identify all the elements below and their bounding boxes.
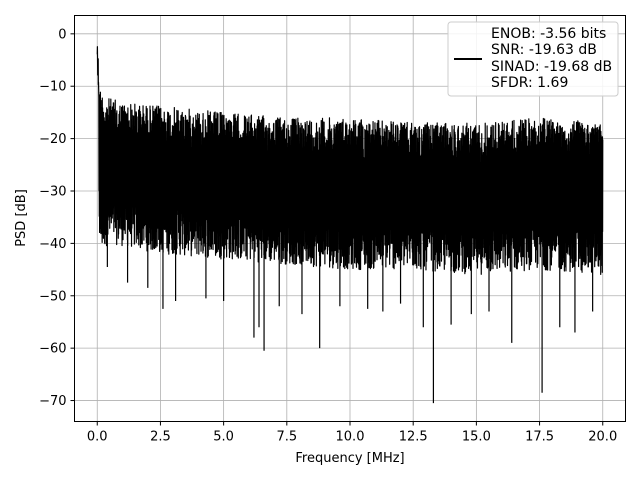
- x-tick-label: 10.0: [336, 430, 365, 445]
- y-tick-label: −20: [39, 132, 66, 147]
- y-tick-label: 0: [58, 27, 66, 42]
- x-tick-label: 15.0: [462, 430, 491, 445]
- y-tick-label: −10: [39, 80, 66, 95]
- x-tick-label: 0.0: [87, 430, 108, 445]
- legend-line-2: SNR: -19.63 dB: [491, 42, 597, 58]
- legend-line-3: SINAD: -19.68 dB: [491, 59, 612, 75]
- legend-line-4: SFDR: 1.69: [491, 75, 568, 91]
- y-tick-label: −50: [39, 289, 66, 304]
- x-tick-label: 20.0: [588, 430, 617, 445]
- x-tick-label: 12.5: [399, 430, 428, 445]
- x-tick-label: 17.5: [525, 430, 554, 445]
- y-tick-label: −60: [39, 342, 66, 357]
- y-tick-label: −40: [39, 237, 66, 252]
- x-tick-label: 7.5: [276, 430, 297, 445]
- x-tick-label: 5.0: [213, 430, 234, 445]
- y-axis-label: PSD [dB]: [14, 189, 29, 247]
- legend-line-1: ENOB: -3.56 bits: [491, 26, 606, 42]
- x-tick-label: 2.5: [150, 430, 171, 445]
- x-axis-label: Frequency [MHz]: [295, 451, 404, 466]
- tick-layer: 0.0 2.5 5.0 7.5 10.0 12.5 15.0 17.5 20.0 0 −10 −20 −…: [39, 27, 617, 444]
- legend: ENOB: -3.56 bits SNR: -19.63 dB SINAD: -…: [447, 21, 619, 97]
- y-tick-label: −70: [39, 394, 66, 409]
- psd-series-line: [96, 46, 604, 404]
- y-tick-label: −30: [39, 184, 66, 199]
- series-layer: [96, 46, 604, 404]
- legend-box: [447, 21, 619, 97]
